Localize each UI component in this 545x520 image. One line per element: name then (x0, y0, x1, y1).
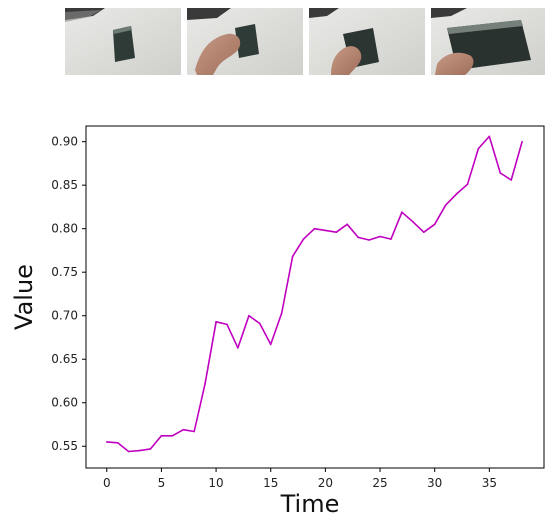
data-point (116, 441, 119, 444)
y-tick-label: 0.65 (51, 352, 78, 366)
y-tick-label: 0.90 (51, 135, 78, 149)
video-frame-2 (187, 8, 303, 75)
y-axis-title: Value (10, 264, 38, 330)
hand (195, 33, 241, 75)
frame-thumbnail-strip (65, 8, 545, 75)
video-frame-3 (309, 8, 425, 75)
data-point (499, 172, 502, 174)
data-point (521, 140, 523, 143)
data-point (324, 229, 327, 232)
data-point (357, 236, 359, 239)
y-tick-label: 0.70 (51, 309, 78, 323)
data-point (269, 343, 272, 346)
data-point (237, 347, 239, 349)
x-tick-label: 35 (482, 476, 497, 490)
data-point (171, 435, 174, 437)
x-tick-label: 5 (158, 476, 166, 490)
series-points (105, 135, 523, 453)
data-point (127, 450, 130, 453)
data-point (412, 220, 414, 223)
data-point (379, 235, 381, 238)
card-object (235, 24, 259, 58)
data-point (313, 227, 316, 230)
data-point (302, 238, 305, 240)
data-point (291, 255, 294, 258)
data-point (390, 238, 392, 240)
y-axis: 0.55 0.60 0.65 0.70 0.75 0.80 0.85 0.90 (51, 135, 86, 453)
data-point (160, 435, 163, 437)
video-frame-1 (65, 8, 181, 75)
x-tick-label: 0 (103, 476, 111, 490)
plot-area (85, 125, 545, 469)
data-point (215, 321, 217, 323)
y-tick-label: 0.60 (51, 396, 78, 410)
y-tick-label: 0.85 (51, 178, 78, 192)
x-tick-label: 25 (372, 476, 387, 490)
data-point (455, 193, 458, 195)
data-point (182, 428, 185, 431)
data-point (248, 314, 250, 317)
data-point (226, 323, 228, 326)
data-point (422, 231, 425, 233)
data-point (466, 183, 469, 186)
data-point (444, 204, 447, 206)
data-point (258, 322, 261, 325)
x-tick-label: 30 (427, 476, 442, 490)
x-tick-label: 20 (318, 476, 333, 490)
series-line (106, 135, 523, 453)
x-tick-label: 10 (208, 476, 223, 490)
y-tick-label: 0.80 (51, 222, 78, 236)
data-point (488, 135, 491, 138)
data-point (368, 239, 370, 241)
hand (331, 46, 362, 75)
hand (435, 52, 474, 75)
data-point (335, 231, 338, 233)
data-point (138, 449, 141, 452)
data-point (401, 211, 403, 213)
x-tick-label: 15 (263, 476, 278, 490)
data-point (204, 382, 206, 385)
y-tick-label: 0.75 (51, 265, 78, 279)
y-tick-label: 0.55 (51, 439, 78, 453)
data-point (433, 223, 436, 226)
data-point (149, 448, 152, 450)
data-point (346, 223, 349, 226)
data-point (105, 441, 108, 443)
data-point (280, 312, 283, 314)
x-axis-title: Time (280, 490, 340, 518)
plot-frame (85, 125, 545, 469)
card-object (113, 26, 135, 62)
x-axis: 0 5 10 15 20 25 30 35 (103, 468, 497, 490)
data-point (477, 147, 480, 150)
data-point (193, 430, 196, 433)
video-frame-4 (431, 8, 545, 75)
data-point (510, 179, 513, 181)
